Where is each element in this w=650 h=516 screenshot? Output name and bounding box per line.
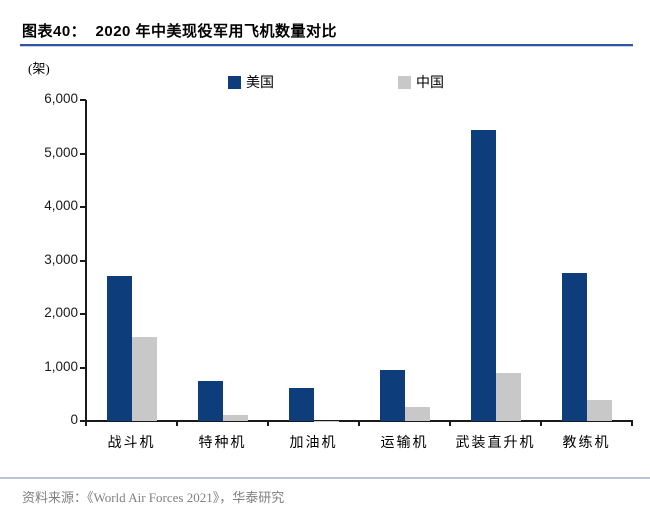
x-axis-tick [449,421,451,426]
title-underline [20,44,633,46]
legend-swatch-us [228,75,241,89]
y-axis-line [85,100,87,421]
x-category-label: 武装直升机 [455,436,536,451]
x-axis-tick [631,421,633,426]
x-axis-tick [540,421,542,426]
y-tick-label: 2,000 [44,305,78,320]
bar [106,275,132,421]
y-axis-tick [80,206,86,208]
bar [561,273,587,421]
x-category-label: 战斗机 [107,436,156,451]
y-axis-tick [80,313,86,315]
bar [470,130,496,421]
bar [197,381,223,421]
footer-divider [0,477,650,479]
y-axis-unit-label: (架) [28,61,50,76]
source-note: 资料来源：《World Air Forces 2021》，华泰研究 [22,490,285,505]
y-axis-tick [80,99,86,101]
x-category-label: 教练机 [562,436,611,451]
chart-title: 图表40： 2020 年中美现役军用飞机数量对比 [22,23,338,40]
bar [495,372,521,421]
x-category-label: 特种机 [198,436,247,451]
bar [131,336,157,421]
x-axis-tick [85,421,87,426]
y-tick-label: 3,000 [44,251,78,267]
x-category-label: 加油机 [289,436,338,451]
x-axis-line [80,420,633,422]
legend-label-cn: 中国 [416,76,444,91]
bar [404,406,430,421]
y-axis-tick [80,152,86,155]
legend-item-us: 美国 [228,72,274,92]
legend-item-cn: 中国 [398,72,444,92]
y-tick-label: 5,000 [44,144,78,160]
x-category-label: 运输机 [380,436,429,451]
legend-label-us: 美国 [246,76,274,91]
y-axis-tick [80,259,86,262]
bar [288,387,314,421]
x-axis-tick [358,421,360,426]
y-tick-label: 1,000 [44,358,78,374]
bar [222,414,248,421]
y-tick-label: 4,000 [44,198,78,213]
y-axis-tick [80,366,86,369]
legend-swatch-cn [398,75,411,89]
bar [586,399,612,421]
x-axis-tick [267,421,269,426]
y-axis-tick [80,420,86,422]
y-tick-label: 0 [70,412,78,427]
bar [379,370,405,421]
x-axis-tick [176,421,178,426]
y-tick-label: 6,000 [44,91,78,106]
